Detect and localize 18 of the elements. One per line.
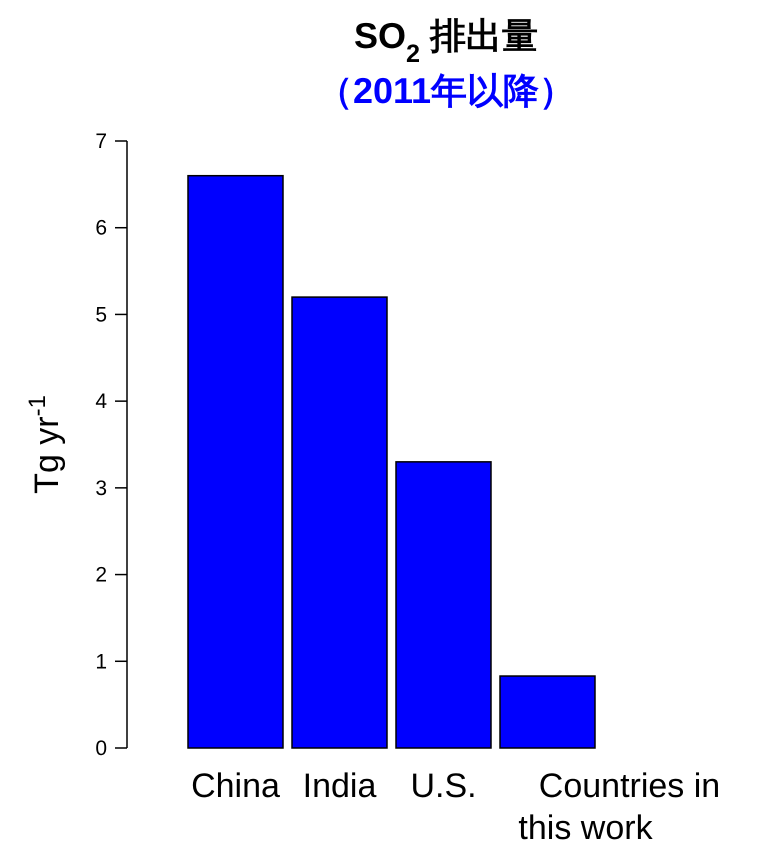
y-tick-label: 0 (95, 737, 107, 760)
bar (187, 174, 284, 749)
y-tick-label: 1 (95, 650, 107, 674)
y-tick-label: 5 (95, 303, 107, 326)
x-tick-label: Countries in this work (518, 767, 720, 847)
x-tick-label: U.S. (410, 767, 477, 805)
bar (291, 296, 388, 749)
chart-title: SO$_{2}$ 排出量 (354, 15, 538, 68)
y-tick-label: 6 (95, 216, 107, 240)
y-tick-label: 4 (95, 390, 108, 414)
y-tick-label: 2 (95, 564, 107, 587)
y-tick-label: 7 (95, 130, 107, 153)
chart-subtitle: （2011年以降） (316, 70, 576, 111)
bar (395, 461, 492, 749)
y-tick-label: 3 (95, 476, 107, 500)
bar (499, 675, 596, 749)
x-tick-label: India (302, 767, 376, 805)
x-tick-label: China (191, 767, 280, 805)
